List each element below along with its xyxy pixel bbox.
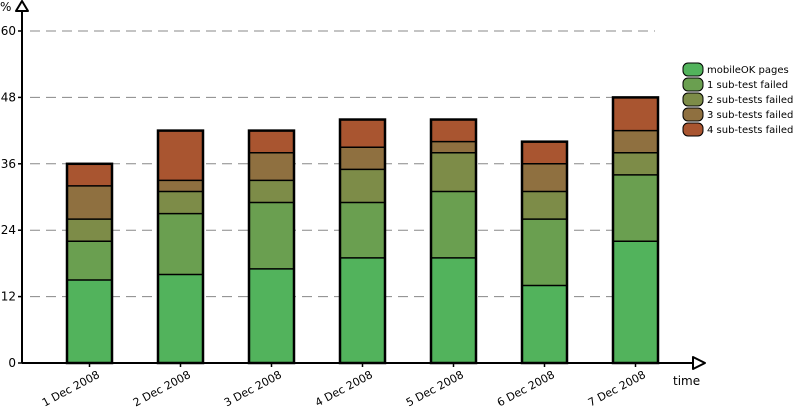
legend-label: mobileOK pages xyxy=(707,65,789,76)
y-tick-label: 12 xyxy=(1,290,16,304)
legend-swatch xyxy=(682,92,704,107)
bar-segment xyxy=(340,169,385,203)
bar-segment xyxy=(522,191,567,220)
y-tick-label: 48 xyxy=(1,90,16,104)
bar-segment xyxy=(431,257,476,363)
bar-segment xyxy=(67,219,112,242)
bars xyxy=(65,96,660,367)
bar-segment xyxy=(158,180,203,192)
bar-segment xyxy=(522,285,567,363)
bar-stack xyxy=(429,118,478,365)
bar-segment xyxy=(613,97,658,131)
y-tick-label: 36 xyxy=(1,157,16,171)
bar-stack xyxy=(338,118,387,365)
bar-segment xyxy=(249,202,294,269)
bar-segment xyxy=(340,119,385,148)
bar-segment xyxy=(340,202,385,258)
y-tick-label: 24 xyxy=(1,223,16,237)
legend-label: 2 sub-tests failed xyxy=(707,95,793,106)
bar-stack xyxy=(65,162,114,365)
x-tick-label: 4 Dec 2008 xyxy=(313,368,375,407)
bar-stack xyxy=(156,129,205,365)
x-tick-label: 2 Dec 2008 xyxy=(131,368,193,407)
x-tick-label: 3 Dec 2008 xyxy=(222,368,284,407)
bar-segment xyxy=(431,191,476,258)
y-axis-label: % xyxy=(0,0,11,14)
legend-item: mobileOK pages xyxy=(682,62,789,77)
x-tick-label: 5 Dec 2008 xyxy=(404,368,466,407)
bar-stack xyxy=(247,129,296,365)
bar-segment xyxy=(249,180,294,203)
bar-segment xyxy=(522,219,567,286)
bar-segment xyxy=(249,152,294,181)
legend-swatch xyxy=(682,62,704,77)
bar-segment xyxy=(158,213,203,275)
bar-segment xyxy=(340,147,385,170)
bar-stack xyxy=(611,96,660,365)
legend-item: 2 sub-tests failed xyxy=(682,92,793,107)
x-axis-arrow-icon xyxy=(692,356,706,370)
bar-segment xyxy=(431,119,476,142)
axes: % time xyxy=(0,0,706,388)
bar-segment xyxy=(67,241,112,280)
legend-item: 3 sub-tests failed xyxy=(682,107,793,122)
bar-segment xyxy=(249,130,294,153)
x-tick-label: 1 Dec 2008 xyxy=(40,368,102,407)
x-tick-labels: 1 Dec 2008 2 Dec 2008 3 Dec 2008 4 Dec 2008… xyxy=(40,368,648,407)
legend-swatch xyxy=(682,77,704,92)
legend-swatch xyxy=(682,122,704,137)
bar-segment xyxy=(522,163,567,192)
bar-segment xyxy=(67,185,112,220)
bar-segment xyxy=(431,152,476,192)
legend: mobileOK pages 1 sub-test failed 2 sub-tes… xyxy=(682,62,793,137)
x-tick-label: 7 Dec 2008 xyxy=(586,368,648,407)
bar-segment xyxy=(613,174,658,242)
bar-segment xyxy=(431,141,476,153)
legend-label: 3 sub-tests failed xyxy=(707,110,793,121)
bar-segment xyxy=(158,274,203,363)
x-tick-label: 6 Dec 2008 xyxy=(495,368,557,407)
bar-segment xyxy=(249,268,294,363)
bar-segment xyxy=(613,130,658,153)
y-axis-arrow-icon xyxy=(15,0,29,12)
y-tick-label: 0 xyxy=(8,356,16,370)
bar-stack xyxy=(520,140,569,365)
bar-segment xyxy=(158,130,203,181)
bar-segment xyxy=(67,163,112,186)
bar-segment xyxy=(522,141,567,164)
legend-item: 4 sub-tests failed xyxy=(682,122,793,137)
x-axis-label: time xyxy=(673,374,700,388)
bar-segment xyxy=(340,257,385,363)
legend-label: 4 sub-tests failed xyxy=(707,125,793,136)
bar-segment xyxy=(67,280,112,363)
legend-item: 1 sub-test failed xyxy=(682,77,788,92)
legend-swatch xyxy=(682,107,704,122)
y-tick-labels: 0 12 24 36 48 60 xyxy=(1,24,16,370)
y-tick-label: 60 xyxy=(1,24,16,38)
bar-segment xyxy=(158,191,203,214)
bar-segment xyxy=(613,152,658,175)
bar-segment xyxy=(613,241,658,363)
legend-label: 1 sub-test failed xyxy=(707,80,788,91)
